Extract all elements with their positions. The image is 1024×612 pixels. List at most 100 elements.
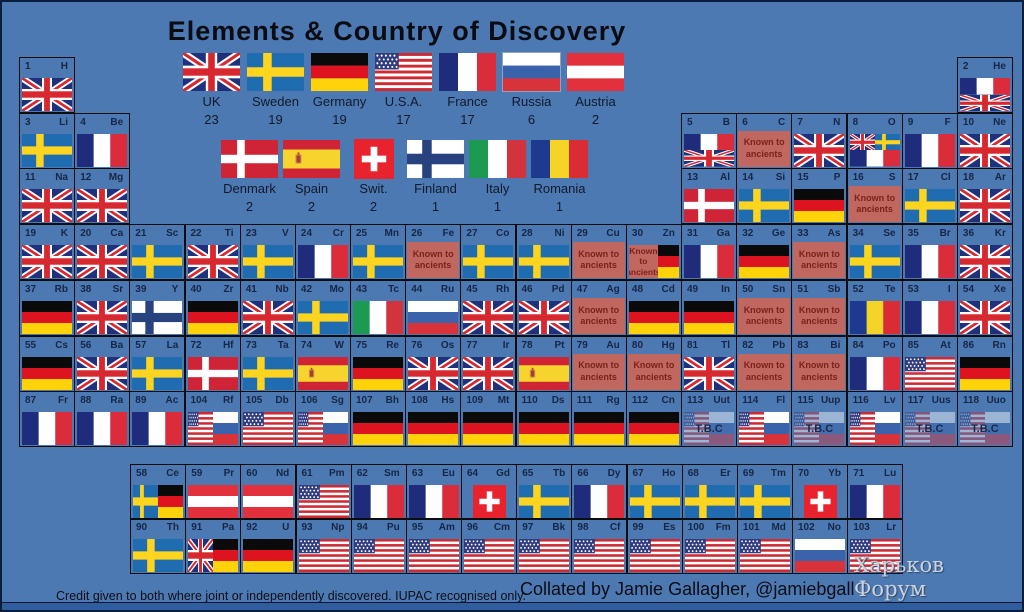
element-symbol: N — [833, 116, 841, 128]
legend-item-usa: U.S.A. 17 — [375, 52, 432, 127]
usa-flag-icon — [630, 539, 680, 572]
element-header: 40 Zr — [186, 281, 240, 295]
element-symbol: At — [940, 339, 951, 351]
element-flag-area — [684, 134, 734, 167]
element-header: 22 Ti — [186, 225, 240, 239]
element-flag-area: Known to ancients — [572, 297, 625, 334]
atomic-number: 17 — [907, 172, 919, 184]
germany-flag-icon — [353, 412, 403, 445]
element-cell-U: 92 U — [240, 518, 297, 575]
element-flag-area — [408, 357, 458, 390]
france-flag-icon — [409, 485, 459, 518]
usa-flag-icon — [464, 539, 514, 572]
uk-flag-icon — [960, 189, 1010, 222]
element-header: 54 Xe — [958, 281, 1012, 295]
element-flag-area — [685, 485, 735, 518]
element-header: 3 Li — [20, 114, 74, 128]
element-flag-area — [905, 245, 955, 278]
atomic-number: 104 — [190, 395, 208, 407]
element-header: 18 Ar — [958, 169, 1012, 183]
element-header: 2 He — [958, 58, 1012, 72]
atomic-number: 105 — [245, 395, 263, 407]
element-cell-Th: 90 Th — [130, 518, 186, 575]
element-symbol: Y — [171, 283, 179, 295]
element-flag-area: Known to ancients — [628, 245, 679, 279]
element-flag-area — [630, 485, 680, 518]
element-flag-area — [188, 485, 238, 518]
atomic-number: 48 — [631, 283, 644, 295]
element-cell-O: 8 O — [846, 112, 903, 169]
germany-flag-icon — [463, 412, 513, 445]
atomic-number: 31 — [687, 228, 699, 240]
legend-flag — [502, 51, 561, 92]
element-flag-area — [22, 189, 72, 222]
element-flag-area — [77, 412, 127, 445]
element-header: 77 Ir — [461, 337, 515, 351]
atomic-number: 23 — [245, 228, 257, 240]
known-to-ancients-label: Known to ancients — [793, 242, 846, 279]
element-flag-area — [353, 301, 403, 334]
atomic-number: 38 — [80, 283, 92, 295]
element-symbol: Lv — [883, 395, 896, 407]
element-symbol: Lu — [883, 468, 897, 479]
legend-item-russia: Russia 6 — [502, 51, 561, 127]
element-symbol: Re — [386, 339, 399, 351]
element-flag-area — [133, 485, 183, 518]
italy-flag-icon — [469, 140, 526, 178]
element-header: 56 Ba — [75, 337, 129, 351]
usa-flag-icon — [850, 412, 875, 445]
element-cell-Tb: 65 Tb — [516, 464, 573, 520]
element-cell-Ge: 32 Ge — [736, 224, 793, 281]
swiss-flag-icon — [804, 485, 837, 518]
element-symbol: Hs — [441, 395, 455, 407]
element-symbol: Ge — [771, 228, 786, 240]
usa-flag-icon — [299, 539, 349, 572]
spain-flag-icon — [283, 140, 340, 178]
element-cell-Ar: 18 Ar — [956, 168, 1013, 225]
known-to-ancients-label: Known to ancients — [793, 353, 846, 390]
element-cell-Po: 84 Po — [846, 335, 903, 392]
element-cell-Mg: 12 Mg — [74, 168, 131, 225]
element-symbol: C — [777, 116, 786, 128]
uk-flag-icon — [519, 301, 569, 334]
element-flag-area — [22, 134, 72, 167]
legend-item-france: France 17 — [439, 52, 496, 127]
element-symbol: Ce — [166, 468, 179, 479]
element-header: 52 Te — [848, 281, 902, 295]
atomic-number: 36 — [962, 228, 975, 240]
atomic-number: 46 — [521, 283, 533, 295]
element-header: 105 Db — [241, 392, 295, 406]
element-flag-area — [905, 189, 955, 222]
legend-item-spain: Spain 2 — [283, 139, 340, 214]
element-flag-area — [409, 539, 459, 572]
usa-flag-icon — [740, 539, 790, 572]
element-cell-Uut: 113 Uut T.B.C — [681, 391, 737, 448]
element-flag-area — [850, 485, 900, 518]
atomic-number: 30 — [631, 228, 644, 240]
element-header: 76 Os — [406, 337, 460, 351]
element-cell-Au: 79 Au Known to ancients — [570, 335, 627, 392]
spain-flag-icon — [519, 357, 569, 390]
element-cell-V: 23 V — [239, 224, 296, 281]
element-header: 57 La — [130, 337, 184, 351]
atomic-number: 34 — [852, 228, 864, 240]
element-cell-Pa: 91 Pa — [185, 518, 242, 575]
atomic-number: 80 — [631, 339, 644, 351]
element-header: 30 Zn — [627, 225, 681, 239]
legend-count: 2 — [369, 199, 378, 214]
russia-flag-icon — [764, 412, 789, 445]
germany-flag-icon — [213, 539, 238, 572]
element-flag-area: Known to ancients — [738, 353, 791, 390]
element-flag-area — [739, 412, 789, 445]
atomic-number: 10 — [962, 116, 975, 128]
germany-flag-icon — [658, 245, 679, 278]
footer-collated-by: Collated by Jamie Gallagher, @jamiebgall — [520, 579, 855, 599]
element-flag-area — [960, 245, 1010, 278]
atomic-number: 86 — [962, 339, 975, 351]
element-header: 5 B — [682, 114, 736, 128]
element-flag-area — [354, 485, 404, 518]
element-symbol: Uut — [713, 395, 730, 407]
element-symbol: Tl — [721, 339, 730, 351]
element-flag-area — [739, 245, 789, 278]
atomic-number: 102 — [798, 522, 815, 534]
